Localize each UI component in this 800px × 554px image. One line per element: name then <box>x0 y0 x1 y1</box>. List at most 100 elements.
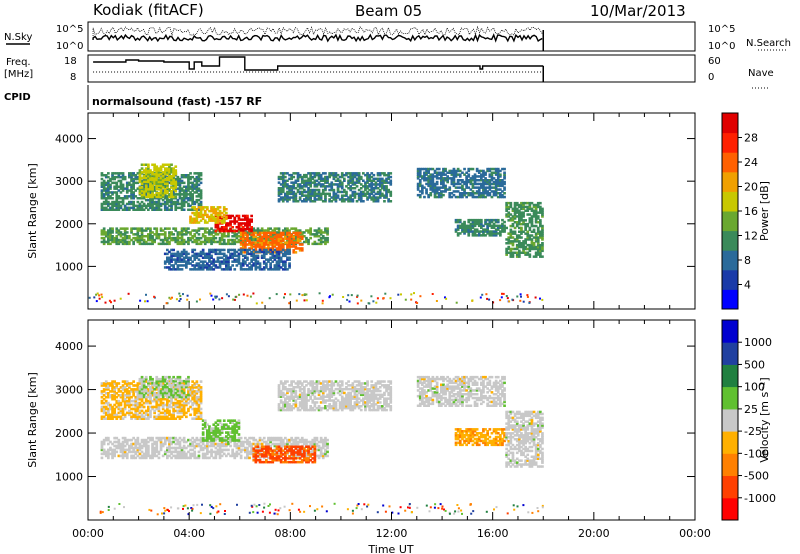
power-cell <box>130 195 133 198</box>
power-cell <box>115 229 119 232</box>
velocity-cell <box>155 440 159 444</box>
velocity-cell <box>125 384 129 387</box>
power-cell <box>374 200 378 203</box>
power-cell <box>313 198 317 201</box>
power-cell <box>541 226 544 230</box>
velocity-cell <box>271 438 275 442</box>
power-cell <box>260 239 264 242</box>
power-cell <box>157 204 161 208</box>
power-cell <box>250 235 253 238</box>
power-cell <box>180 181 184 185</box>
power-cell <box>387 190 390 194</box>
power-cell <box>256 239 260 242</box>
power-speckle <box>410 298 413 301</box>
power-cell <box>528 243 532 247</box>
power-cell <box>254 258 258 261</box>
power-cell <box>117 175 121 179</box>
velocity-cell <box>121 456 125 460</box>
power-cell <box>149 186 152 189</box>
power-cell <box>178 195 182 198</box>
power-cell <box>416 182 420 186</box>
power-cell <box>431 177 435 180</box>
power-cell <box>197 262 201 265</box>
power-cell <box>454 230 458 233</box>
power-cell <box>132 206 135 210</box>
power-cell <box>182 248 186 252</box>
power-cell <box>102 238 106 242</box>
velocity-cell <box>315 454 319 458</box>
velocity-cell <box>180 448 184 452</box>
power-cell <box>199 264 203 267</box>
power-cell <box>326 227 329 230</box>
power-speckle <box>384 292 387 295</box>
velocity-cell <box>246 438 249 442</box>
power-cell <box>248 222 251 225</box>
power-cell <box>248 247 251 250</box>
power-cell <box>353 173 357 177</box>
power-cell <box>153 182 156 185</box>
power-cell <box>206 208 209 211</box>
power-cell <box>465 175 468 178</box>
power-cell <box>315 242 319 246</box>
power-cell <box>163 185 167 188</box>
power-cell <box>193 235 197 238</box>
velocity-cell <box>258 446 262 450</box>
power-cell <box>334 192 338 196</box>
power-cell <box>488 186 492 189</box>
velocity-cell <box>182 440 186 444</box>
power-cell <box>250 264 253 267</box>
velocity-cell <box>250 442 253 446</box>
power-cell <box>107 240 110 244</box>
velocity-cell <box>298 438 302 442</box>
power-cell <box>362 185 365 188</box>
power-cell <box>281 229 285 232</box>
power-cell <box>467 224 471 228</box>
power-cell <box>307 190 310 194</box>
power-cell <box>317 242 321 246</box>
power-cell <box>353 181 357 184</box>
velocity-cell <box>246 448 249 452</box>
power-cell <box>185 197 188 200</box>
power-cell <box>528 238 532 241</box>
power-cell <box>260 235 264 239</box>
power-cell <box>471 184 475 188</box>
power-cell <box>520 203 523 207</box>
power-cell <box>185 191 188 194</box>
power-cell <box>477 179 481 182</box>
power-cell <box>503 195 506 199</box>
power-cell <box>288 173 291 177</box>
power-cell <box>279 188 283 192</box>
power-cell <box>151 184 154 187</box>
power-cell <box>273 233 277 236</box>
power-cell <box>311 233 315 236</box>
power-cell <box>376 196 380 199</box>
power-cell <box>199 213 203 217</box>
power-cell <box>256 262 260 265</box>
power-cell <box>496 177 500 180</box>
power-cell <box>212 215 216 219</box>
power-cell <box>541 238 544 241</box>
power-cell <box>216 213 220 217</box>
power-cell <box>442 182 445 186</box>
power-cell <box>191 211 194 215</box>
velocity-cell <box>125 456 129 460</box>
power-cell <box>125 240 129 244</box>
power-cell <box>115 193 119 196</box>
power-cell <box>166 240 169 244</box>
power-cell <box>480 193 483 197</box>
power-cell <box>254 249 258 252</box>
power-cell <box>195 208 199 211</box>
power-cell <box>288 231 291 235</box>
power-cell <box>216 227 220 231</box>
velocity-cell <box>284 442 287 446</box>
power-cell <box>353 192 357 196</box>
power-cell <box>130 206 133 210</box>
power-cell <box>252 233 256 237</box>
power-cell <box>193 211 197 215</box>
power-cell <box>111 204 114 208</box>
power-cell <box>254 238 258 242</box>
power-cell <box>452 184 456 188</box>
power-cell <box>193 268 197 271</box>
velocity-cell <box>227 442 230 446</box>
power-cell <box>480 182 483 186</box>
